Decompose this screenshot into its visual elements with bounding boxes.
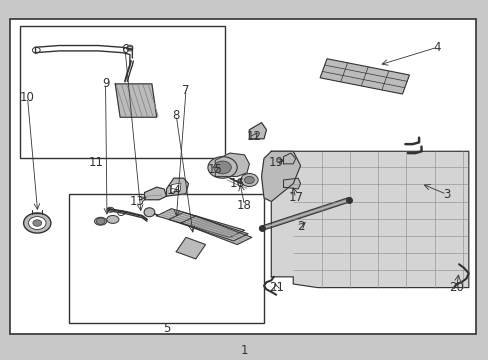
Text: 4: 4 — [432, 41, 440, 54]
Polygon shape — [115, 84, 157, 117]
Circle shape — [23, 213, 51, 233]
Text: 5: 5 — [163, 322, 170, 335]
Polygon shape — [249, 123, 266, 139]
Polygon shape — [271, 151, 468, 288]
Polygon shape — [181, 216, 251, 244]
Text: 7: 7 — [182, 84, 189, 97]
Ellipse shape — [106, 216, 119, 224]
Polygon shape — [144, 187, 166, 200]
Circle shape — [28, 217, 46, 229]
Text: 19: 19 — [268, 156, 283, 168]
Polygon shape — [215, 153, 249, 176]
Text: 2: 2 — [296, 220, 304, 233]
Text: 20: 20 — [448, 281, 463, 294]
Text: 10: 10 — [20, 91, 35, 104]
Text: 3: 3 — [442, 188, 449, 201]
Circle shape — [207, 157, 237, 178]
Ellipse shape — [94, 217, 106, 225]
Ellipse shape — [144, 208, 155, 217]
Circle shape — [240, 174, 258, 186]
Text: 17: 17 — [287, 192, 303, 204]
Circle shape — [96, 218, 105, 225]
Polygon shape — [283, 153, 295, 164]
Polygon shape — [168, 212, 247, 241]
Bar — [20, 26, 224, 158]
Polygon shape — [283, 178, 300, 189]
Bar — [10, 19, 475, 334]
Polygon shape — [157, 209, 244, 237]
Circle shape — [33, 220, 41, 226]
Text: 9: 9 — [102, 77, 109, 90]
Text: 18: 18 — [237, 199, 251, 212]
Polygon shape — [320, 59, 408, 94]
Polygon shape — [170, 183, 181, 193]
Text: 16: 16 — [229, 177, 244, 190]
Text: 11: 11 — [88, 156, 103, 168]
Text: 13: 13 — [129, 195, 144, 208]
Bar — [69, 194, 264, 323]
Polygon shape — [261, 151, 300, 202]
Text: 21: 21 — [268, 281, 283, 294]
Text: 12: 12 — [246, 130, 261, 144]
Text: 1: 1 — [240, 344, 248, 357]
Text: 8: 8 — [172, 109, 180, 122]
Polygon shape — [166, 178, 188, 196]
Circle shape — [244, 176, 254, 184]
Text: 15: 15 — [207, 163, 222, 176]
Polygon shape — [176, 237, 205, 259]
Text: 14: 14 — [166, 184, 181, 197]
Circle shape — [213, 161, 231, 174]
Text: 6: 6 — [121, 42, 128, 55]
